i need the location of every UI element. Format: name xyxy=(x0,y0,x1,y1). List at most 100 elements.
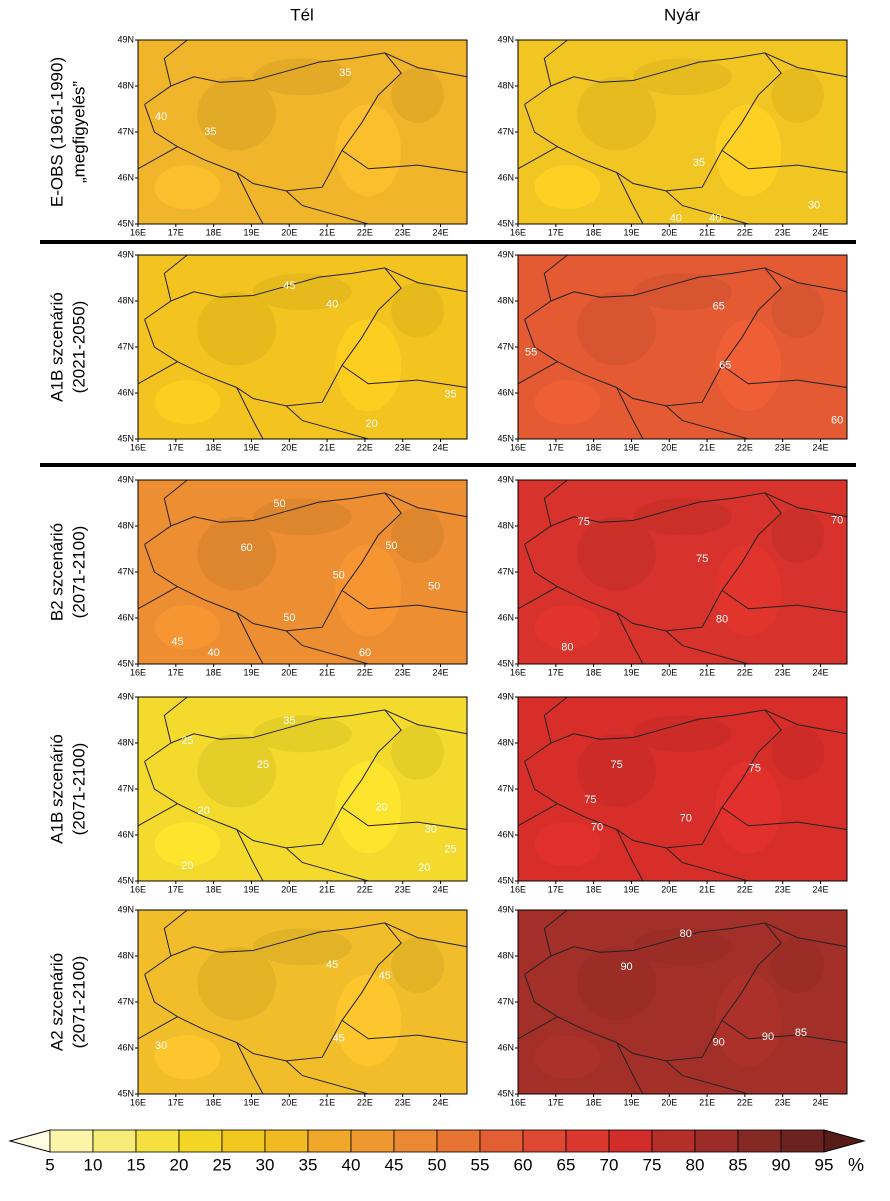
contour-label: 80 xyxy=(561,641,573,653)
contour-label: 70 xyxy=(831,514,843,526)
country-border xyxy=(616,612,644,665)
country-border xyxy=(524,52,782,192)
contour-label: 40 xyxy=(208,647,220,659)
lon-tick-label: 18E xyxy=(586,884,602,894)
contour-area xyxy=(771,724,824,780)
row-label: (2071-2100) xyxy=(69,743,88,836)
colorbar-label: 5 xyxy=(45,1155,54,1174)
lat-tick-label: 49N xyxy=(497,34,514,44)
lon-tick-label: 20E xyxy=(661,1097,677,1107)
contour-label: 40 xyxy=(670,212,682,224)
country-border xyxy=(341,364,468,388)
country-border xyxy=(721,806,848,830)
lon-tick-label: 21E xyxy=(319,227,335,237)
country-border xyxy=(665,1060,749,1095)
contour-label: 25 xyxy=(257,759,269,771)
country-border xyxy=(616,1042,644,1095)
country-border xyxy=(524,709,782,849)
contour-label: 45 xyxy=(283,280,295,292)
lon-tick-label: 16E xyxy=(510,1097,526,1107)
lat-tick-label: 45N xyxy=(117,1088,134,1098)
lon-tick-label: 16E xyxy=(130,442,146,452)
contour-area xyxy=(534,165,601,210)
lon-tick-label: 22E xyxy=(357,1097,373,1107)
contour-area xyxy=(771,507,824,563)
lon-tick-label: 18E xyxy=(586,1097,602,1107)
contour-label: 40 xyxy=(155,111,167,123)
lat-tick-label: 45N xyxy=(497,433,514,443)
contour-label: 90 xyxy=(762,1031,774,1043)
contour-area xyxy=(715,761,782,854)
contour-label: 40 xyxy=(709,212,721,224)
contour-label: 30 xyxy=(155,1040,167,1052)
colorbar-label: 75 xyxy=(643,1155,662,1174)
lon-tick-label: 21E xyxy=(699,1097,715,1107)
lat-tick-label: 47N xyxy=(497,996,514,1006)
country-border xyxy=(285,190,369,225)
colorbar-bin xyxy=(565,1129,610,1153)
lat-tick-label: 48N xyxy=(497,950,514,960)
colorbar-bin xyxy=(479,1129,524,1153)
lat-tick-label: 45N xyxy=(497,218,514,228)
contour-area xyxy=(154,605,221,650)
lon-tick-label: 18E xyxy=(586,442,602,452)
lon-tick-label: 21E xyxy=(699,884,715,894)
lon-tick-label: 17E xyxy=(548,884,564,894)
contour-area xyxy=(715,974,782,1067)
contour-area xyxy=(534,1035,601,1080)
country-border xyxy=(341,1019,468,1043)
lon-tick-label: 16E xyxy=(130,227,146,237)
contour-label: 80 xyxy=(680,928,692,940)
lon-tick-label: 19E xyxy=(623,1097,639,1107)
lon-tick-label: 19E xyxy=(623,667,639,677)
country-border xyxy=(384,709,468,735)
contour-area xyxy=(253,498,352,536)
lon-tick-label: 16E xyxy=(130,1097,146,1107)
row-label: E-OBS (1961-1990) xyxy=(47,57,66,207)
lat-tick-label: 46N xyxy=(497,387,514,397)
row-label: A1B szcenárió xyxy=(47,734,66,844)
lat-tick-label: 46N xyxy=(497,829,514,839)
contour-label: 20 xyxy=(418,862,430,874)
country-border xyxy=(285,1060,369,1095)
contour-area xyxy=(391,67,444,123)
lon-tick-label: 23E xyxy=(395,884,411,894)
contour-label: 35 xyxy=(283,715,295,727)
lon-tick-label: 22E xyxy=(357,884,373,894)
column-title: Nyár xyxy=(664,5,700,24)
lat-tick-label: 47N xyxy=(497,126,514,136)
contour-label: 30 xyxy=(425,823,437,835)
lon-tick-label: 18E xyxy=(206,1097,222,1107)
country-border xyxy=(665,847,749,882)
country-border xyxy=(616,387,644,440)
colorbar-bin xyxy=(737,1129,782,1153)
contour-area xyxy=(534,822,601,867)
lon-tick-label: 21E xyxy=(319,884,335,894)
contour-area xyxy=(633,498,732,536)
country-border xyxy=(163,479,188,527)
colorbar-unit: % xyxy=(848,1155,864,1175)
contour-area xyxy=(577,291,657,366)
contour-label: 55 xyxy=(525,346,537,358)
country-border xyxy=(764,709,848,735)
contour-area xyxy=(197,516,277,591)
contour-label: 45 xyxy=(171,636,183,648)
contour-area xyxy=(335,761,402,854)
map-panel xyxy=(137,39,468,225)
contour-label: 50 xyxy=(385,540,397,552)
colorbar-label: 65 xyxy=(557,1155,576,1174)
contour-area xyxy=(633,58,732,96)
lat-tick-label: 48N xyxy=(497,520,514,530)
country-border xyxy=(721,149,848,173)
lon-tick-label: 24E xyxy=(433,884,449,894)
lat-tick-label: 47N xyxy=(117,566,134,576)
lon-tick-label: 19E xyxy=(243,442,259,452)
contour-area xyxy=(197,733,277,808)
lon-tick-label: 17E xyxy=(548,667,564,677)
contour-label: 60 xyxy=(831,415,843,427)
country-border xyxy=(384,492,468,518)
contour-area xyxy=(577,76,657,151)
lon-tick-label: 17E xyxy=(548,1097,564,1107)
row-label: „megfigyelés” xyxy=(69,81,88,183)
lon-tick-label: 21E xyxy=(699,227,715,237)
